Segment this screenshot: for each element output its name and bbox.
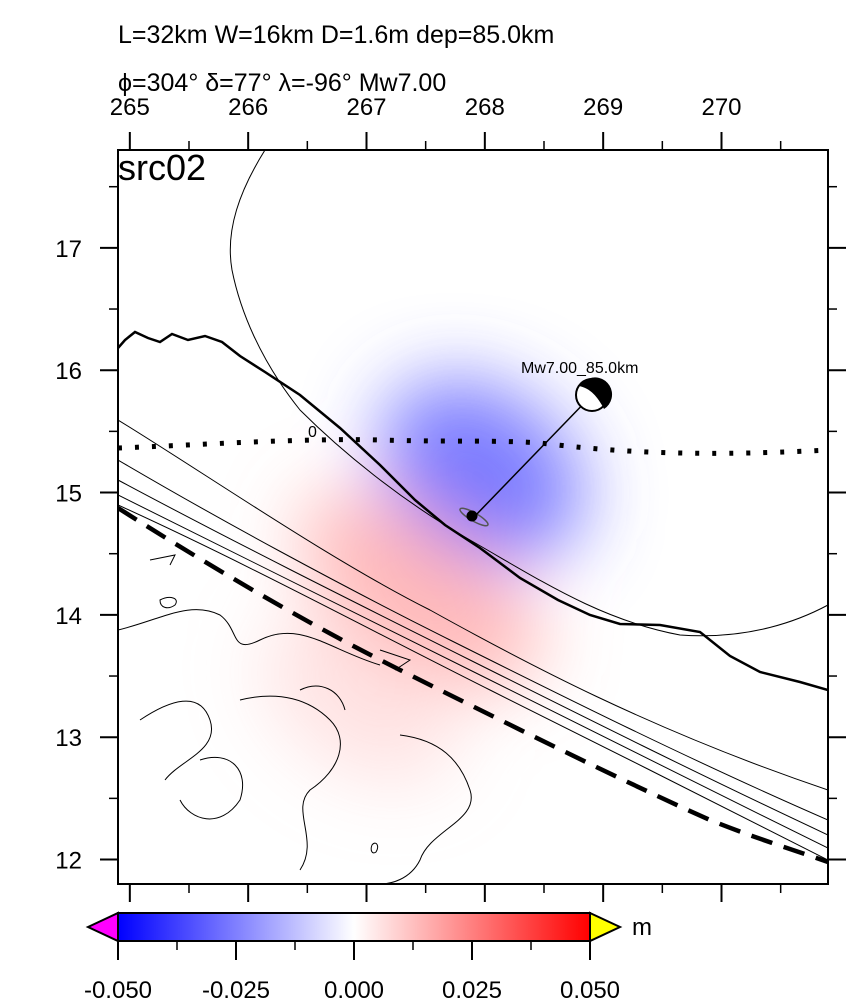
deformation-field [261, 379, 584, 786]
axes: 265 266 267 268 269 270 17 16 15 14 13 12 [55, 94, 846, 902]
panel-label: src02 [118, 147, 206, 188]
colorbar-unit: m [632, 914, 652, 941]
beachball-connector [473, 394, 593, 518]
y-tick-label: 15 [55, 481, 82, 508]
colorbar-tick-label: -0.050 [84, 977, 152, 1002]
y-tick-label: 13 [55, 725, 82, 752]
colorbar-over-triangle [589, 911, 623, 943]
colorbar-tick-label: -0.025 [202, 977, 270, 1002]
header-line2: ϕ=304° δ=77° λ=-96° Mw7.00 [118, 69, 446, 97]
y-tick-label: 16 [55, 358, 82, 385]
trench-line [118, 506, 828, 865]
map-plot [118, 150, 828, 884]
dotted-line [118, 437, 828, 456]
epicenter-label: Mw7.00_85.0km [521, 360, 638, 377]
colorbar-gradient [117, 912, 591, 942]
epicenter-dot [466, 510, 478, 522]
uplift-tail [261, 614, 459, 786]
y-tick-label: 14 [55, 603, 82, 630]
x-tick-label: 267 [346, 94, 386, 121]
epicenter-marker [459, 394, 593, 527]
y-tick-label: 12 [55, 848, 82, 875]
zero-contour [229, 150, 828, 637]
x-tick-label: 270 [701, 94, 741, 121]
uplift-lobe [298, 491, 542, 689]
colorbar: m -0.050 -0.025 0.000 0.025 0.050 [84, 911, 652, 1002]
colorbar-tick-label: 0.050 [560, 977, 620, 1002]
colorbar-tick-label: 0.025 [442, 977, 502, 1002]
beachball [575, 377, 613, 412]
colorbar-tick-label: 0.000 [324, 977, 384, 1002]
x-tick-label: 266 [228, 94, 268, 121]
x-tick-label: 269 [583, 94, 623, 121]
x-tick-label: 265 [110, 94, 150, 121]
plot-frame [117, 149, 829, 885]
coastline [118, 330, 828, 692]
x-tick-label: 268 [465, 94, 505, 121]
contour-label: 0 [308, 424, 317, 441]
bathymetry-contours [118, 419, 828, 884]
y-tick-label: 17 [55, 236, 82, 263]
colorbar-ticks: -0.050 -0.025 0.000 0.025 0.050 [84, 941, 620, 1002]
header-line1: L=32km W=16km D=1.6m dep=85.0km [118, 21, 554, 49]
colorbar-under-triangle [85, 911, 119, 943]
